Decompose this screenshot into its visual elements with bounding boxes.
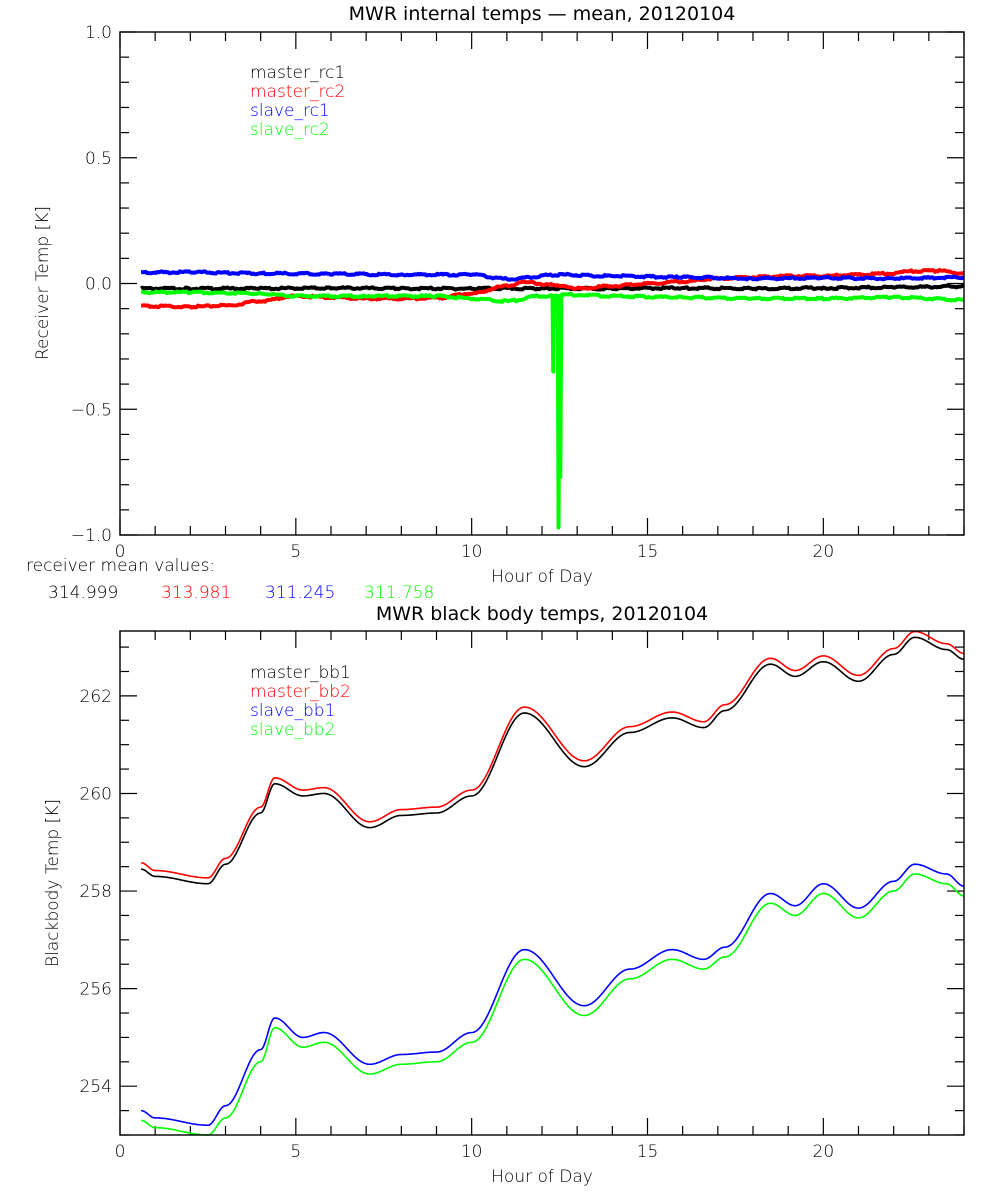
legend-entry-master_bb2: master_bb2 bbox=[250, 682, 351, 702]
axis-ticks: 0 5 10 15 20 −1.0 −0.5 0.0 0.5 1.0 bbox=[71, 23, 965, 562]
legend-entry-slave_bb2: slave_bb2 bbox=[250, 720, 335, 740]
x-tick-label: 5 bbox=[290, 542, 301, 562]
receiver-temps-panel: MWR internal temps — mean, 20120104 Hour… bbox=[26, 3, 965, 603]
legend-entry-master_bb1: master_bb1 bbox=[250, 663, 351, 683]
mean-value: 311.245 bbox=[265, 583, 335, 603]
x-tick-label: 10 bbox=[461, 1142, 483, 1162]
y-tick-label: 0.0 bbox=[85, 275, 112, 295]
series-line-master_bb1 bbox=[140, 636, 965, 885]
y-tick-label: 0.5 bbox=[85, 149, 112, 169]
series-line-slave_bb1 bbox=[140, 863, 965, 1127]
x-tick-label: 0 bbox=[115, 1142, 126, 1162]
y-tick-label: 258 bbox=[80, 882, 112, 902]
x-axis-label: Hour of Day bbox=[491, 567, 593, 587]
mean-value: 311.758 bbox=[364, 583, 434, 603]
y-tick-label: −1.0 bbox=[71, 526, 112, 546]
series-group bbox=[140, 630, 965, 1136]
x-tick-label: 15 bbox=[637, 542, 659, 562]
x-tick-label: 0 bbox=[115, 542, 126, 562]
mean-value: 313.981 bbox=[161, 583, 231, 603]
y-tick-label: 256 bbox=[80, 980, 112, 1000]
x-tick-label: 20 bbox=[813, 542, 835, 562]
series-line-slave_rc1 bbox=[140, 269, 965, 282]
legend-entry-master_rc1: master_rc1 bbox=[250, 63, 345, 83]
chart-title: MWR internal temps — mean, 20120104 bbox=[349, 3, 736, 25]
legend-entry-slave_bb1: slave_bb1 bbox=[250, 701, 335, 721]
y-tick-label: −0.5 bbox=[71, 400, 112, 420]
legend-entry-slave_rc1: slave_rc1 bbox=[250, 101, 330, 121]
blackbody-temps-panel: MWR black body temps, 20120104 Hour of D… bbox=[43, 603, 965, 1187]
series-group bbox=[140, 267, 965, 530]
x-tick-label: 5 bbox=[290, 1142, 301, 1162]
legend-entry-master_rc2: master_rc2 bbox=[250, 82, 345, 102]
plot-frame bbox=[119, 31, 965, 536]
series-line-master_bb2 bbox=[140, 630, 965, 879]
x-tick-label: 20 bbox=[813, 1142, 835, 1162]
y-tick-label: 260 bbox=[80, 784, 112, 804]
legend-entry-slave_rc2: slave_rc2 bbox=[250, 120, 330, 140]
receiver-mean-label: receiver mean values: bbox=[26, 556, 215, 576]
y-axis-label: Receiver Temp [K] bbox=[33, 206, 53, 360]
mean-value: 314.999 bbox=[48, 583, 118, 603]
x-axis-label: Hour of Day bbox=[491, 1167, 593, 1187]
y-tick-label: 262 bbox=[80, 687, 112, 707]
series-line-slave_bb2 bbox=[140, 873, 965, 1136]
series-line-master_rc1 bbox=[140, 283, 965, 292]
x-tick-label: 15 bbox=[637, 1142, 659, 1162]
plot-frame bbox=[119, 630, 965, 1136]
y-axis-label: Blackbody Temp [K] bbox=[43, 799, 63, 967]
chart-title: MWR black body temps, 20120104 bbox=[376, 603, 708, 625]
x-tick-label: 10 bbox=[461, 542, 483, 562]
series-line-slave_rc2 bbox=[140, 289, 965, 530]
y-tick-label: 1.0 bbox=[85, 23, 112, 43]
y-tick-label: 254 bbox=[80, 1077, 112, 1097]
axis-ticks: 0 5 10 15 20 254 256 258 260 262 bbox=[80, 631, 965, 1162]
receiver-mean-values: 314.999 313.981 311.245 311.758 bbox=[48, 583, 434, 603]
